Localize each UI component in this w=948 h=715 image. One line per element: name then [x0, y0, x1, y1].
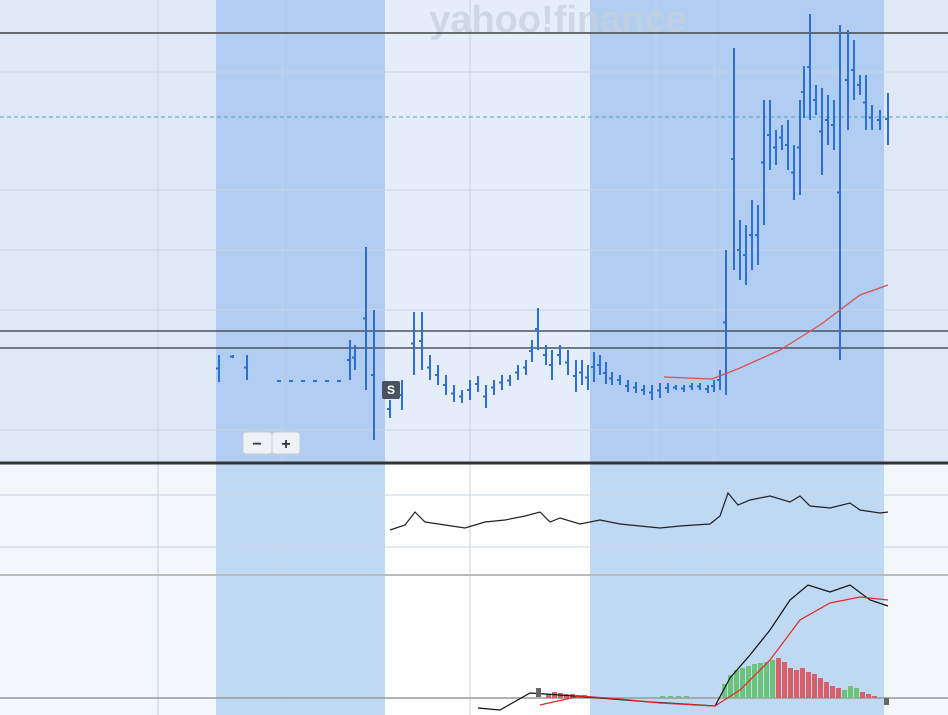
split-marker — [382, 381, 400, 399]
macd-line — [477, 584, 889, 711]
histogram-bar — [684, 696, 689, 698]
indicator-line — [389, 491, 889, 531]
zoom-in-label: + — [281, 436, 290, 453]
histogram-bar — [740, 668, 745, 698]
marker — [884, 698, 889, 705]
histogram-bar — [812, 674, 817, 698]
zoom-controls: − + — [242, 431, 301, 455]
histogram-bar — [830, 686, 835, 698]
range-band — [590, 0, 884, 463]
price-bars — [216, 14, 889, 440]
range-band — [216, 463, 385, 715]
histogram-bar — [872, 696, 877, 698]
histogram-bar — [800, 668, 805, 698]
histogram-bar — [818, 678, 823, 698]
histogram-bar — [824, 682, 829, 698]
histogram-bar — [668, 696, 673, 698]
histogram-bar — [794, 670, 799, 698]
histogram-bar — [752, 664, 757, 698]
split-label: S — [387, 383, 395, 397]
histogram-bar — [722, 684, 727, 698]
histogram-bar — [776, 658, 781, 698]
histogram-bar — [854, 688, 859, 698]
range-band — [385, 463, 590, 715]
histogram-bar — [728, 675, 733, 698]
histogram-bar — [676, 696, 681, 698]
watermark: yahoo!finance — [429, 0, 687, 41]
range-band — [385, 0, 590, 463]
histogram-bar — [546, 694, 551, 698]
moving-average — [663, 284, 889, 380]
histogram-bar — [788, 668, 793, 698]
zoom-out-label: − — [252, 436, 261, 453]
histogram-bar — [866, 694, 871, 698]
zoom-in-button[interactable] — [271, 431, 301, 455]
histogram-bar — [836, 688, 841, 698]
range-band — [216, 0, 385, 463]
histogram-bar — [764, 662, 769, 698]
histogram-bar — [848, 686, 853, 698]
histogram-bar — [660, 696, 665, 698]
histogram-bar — [860, 692, 865, 698]
histogram-bar — [734, 670, 739, 698]
histogram-bar — [782, 662, 787, 698]
histogram-bar — [758, 663, 763, 698]
signal-line — [539, 596, 889, 707]
marker — [536, 688, 541, 697]
histogram-bar — [770, 660, 775, 698]
histogram-bar — [806, 672, 811, 698]
histogram-bar — [842, 690, 847, 698]
